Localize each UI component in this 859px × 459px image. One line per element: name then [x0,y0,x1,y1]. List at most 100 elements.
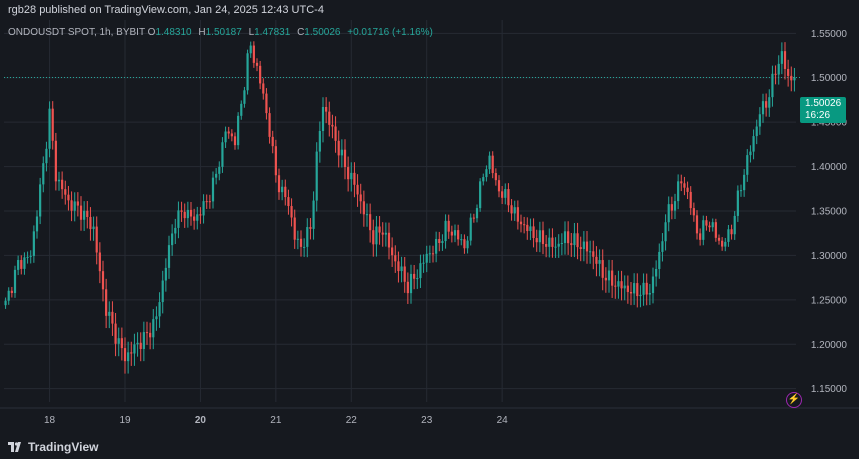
footer-brand[interactable]: TradingView [28,439,99,454]
lightning-icon[interactable]: ⚡ [786,392,802,408]
candle-body [42,163,45,185]
low-label: L [248,27,255,38]
candle-body [318,130,321,152]
candle-body [730,229,733,235]
candle-body [167,245,171,268]
candle-body [142,332,145,349]
candle-body [177,210,180,228]
candle-body [435,238,438,254]
candle-body [127,352,130,362]
candle-body [123,348,127,362]
candle-body [655,268,658,277]
candle-body [551,237,554,247]
candle-body [249,45,252,54]
candle-body [582,241,585,249]
candle-body [79,205,83,220]
candle-body [233,136,237,146]
candle-body [510,205,513,214]
candle-body [661,241,664,252]
candle-body [667,204,670,223]
candle-body [114,323,117,344]
close-label: C [297,27,305,38]
candle-body [7,290,10,301]
candle-body [196,214,199,221]
ohlc-legend: ONDOUSDT SPOT, 1h, BYBIT O1.48310 H1.501… [8,27,437,38]
x-tick-label: 24 [497,415,509,426]
candle-body [268,113,271,137]
candle-body [306,227,309,247]
candle-body [211,177,215,202]
candle-body [475,208,479,219]
candle-body [538,230,541,243]
y-tick-label: 1.15000 [811,384,848,395]
price-chart[interactable]: 1.55000 1.50000 1.45000 1.40000 1.35000 1.300… [0,20,859,432]
candle-body [749,151,752,156]
candle-body [403,266,406,282]
candle-body [783,51,787,69]
candle-body [227,131,230,134]
footer: TradingView [0,434,859,459]
x-tick-label: 21 [270,415,282,426]
candle-body [243,90,246,104]
candle-body [692,208,695,216]
candle-body [529,226,532,232]
candle-body [312,200,315,229]
bar-countdown: 16:26 [805,110,831,121]
candle-body [277,175,281,193]
x-tick-label: 20 [195,415,207,426]
x-tick-label: 18 [44,415,56,426]
candle-body [218,166,221,174]
candle-body [705,220,708,226]
candle-body [755,126,758,137]
candle-body [86,210,89,217]
candle-body [406,281,409,294]
candle-body [686,187,689,192]
candle-body [633,283,636,294]
candle-body [139,342,142,349]
candle-body [658,251,661,269]
candle-body [585,241,589,252]
candle-body [89,216,92,230]
candle-body [457,230,460,240]
candle-body [111,311,114,324]
y-tick-label: 1.40000 [811,162,848,173]
candle-body [17,260,20,270]
candle-body [579,247,582,249]
candle-body [252,45,255,63]
y-tick-label: 1.35000 [811,207,848,218]
candle-body [501,191,504,198]
candle-body [601,260,604,278]
candle-body [727,229,730,242]
candle-body [325,106,328,112]
candle-body [193,216,196,221]
candle-body [607,270,611,281]
candle-body [136,342,139,345]
candle-body [378,226,381,233]
tradingview-logo-icon[interactable] [8,441,24,452]
candle-body [460,239,463,241]
candle-body [491,155,494,174]
candle-body [10,290,13,294]
candle-body [450,231,453,236]
candle-body [271,136,274,147]
y-tick-label: 1.30000 [811,251,848,262]
candle-body [45,148,48,164]
candle-body [265,93,268,114]
candlestick-chart[interactable]: 1.55000 1.50000 1.45000 1.40000 1.35000 1.300… [0,20,859,432]
candle-body [758,114,761,127]
candle-body [315,151,318,201]
candle-body [620,281,623,289]
candle-body [67,194,70,201]
candle-body [328,111,331,125]
candle-body [350,172,353,180]
candle-body [164,267,167,281]
candle-body [453,230,457,236]
y-tick-label: 1.20000 [811,340,848,351]
y-tick-label: 1.50000 [811,73,848,84]
symbol-label[interactable]: ONDOUSDT SPOT, 1h, BYBIT [8,27,145,38]
candle-body [523,224,526,226]
candle-body [120,338,123,349]
candle-body [573,233,576,246]
candle-body [648,293,651,295]
candle-body [57,179,61,182]
